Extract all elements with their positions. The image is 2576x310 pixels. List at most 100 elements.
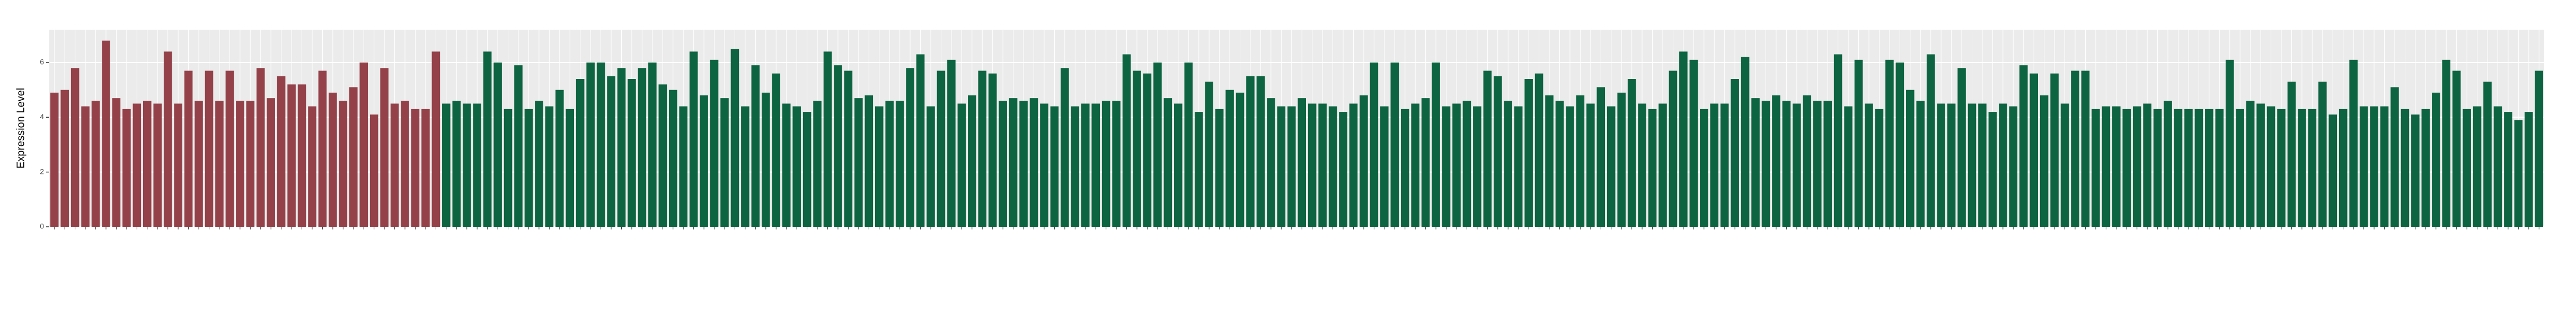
bar [2328, 114, 2337, 227]
bar [1184, 63, 1193, 227]
bar [772, 73, 781, 227]
bar [2277, 109, 2286, 227]
bar [1029, 98, 1038, 227]
bar [638, 68, 647, 227]
bar [205, 70, 214, 227]
bar [2184, 109, 2193, 227]
bar [2153, 109, 2162, 227]
bar [1700, 109, 1708, 227]
bar [1246, 76, 1255, 227]
bar [2452, 70, 2461, 227]
bar [1524, 79, 1533, 227]
bar [2246, 101, 2255, 227]
bar [782, 103, 791, 227]
bar [308, 106, 316, 227]
bar [163, 51, 172, 227]
bar [2030, 73, 2038, 227]
bar [143, 101, 152, 227]
bar [277, 76, 286, 227]
bar [1040, 103, 1048, 227]
bar [1514, 106, 1523, 227]
bar [60, 90, 69, 227]
bar [380, 68, 389, 227]
bar [1328, 106, 1337, 227]
bar [1854, 59, 1863, 227]
bar [2050, 73, 2059, 227]
bar [1833, 54, 1842, 227]
bar [1452, 103, 1461, 227]
bar [91, 101, 100, 227]
bar [586, 63, 595, 227]
bar [823, 51, 832, 227]
bar [999, 101, 1007, 227]
bar [1236, 92, 1245, 227]
y-tick-label: 2 [40, 167, 44, 175]
bar [2359, 106, 2368, 227]
bar [1421, 98, 1430, 227]
bar [524, 109, 533, 227]
bar [2370, 106, 2378, 227]
bar [617, 68, 626, 227]
bar [864, 95, 874, 227]
bar [555, 90, 564, 227]
bar [1101, 101, 1110, 227]
bar [1112, 101, 1121, 227]
bar [1916, 101, 1925, 227]
bar [1153, 63, 1162, 227]
bar [792, 106, 801, 227]
bar [401, 101, 409, 227]
bar [2266, 106, 2275, 227]
bar [1308, 103, 1317, 227]
bar [2256, 103, 2265, 227]
bar [1761, 101, 1770, 227]
bar [658, 84, 667, 227]
bar [596, 63, 605, 227]
bar [1494, 76, 1502, 227]
bar [535, 101, 543, 227]
bar [2287, 82, 2296, 227]
bar [741, 106, 749, 227]
bar [906, 68, 914, 227]
bar [1741, 57, 1750, 227]
y-axis-title: Expression Level [15, 88, 27, 169]
bar [1091, 103, 1100, 227]
bar [1122, 54, 1131, 227]
bar [1617, 92, 1626, 227]
y-tick-label: 0 [40, 222, 44, 231]
bar [369, 114, 378, 227]
bar [2164, 101, 2172, 227]
bar [916, 54, 925, 227]
bar [957, 103, 966, 227]
bar [2194, 109, 2203, 227]
bar [390, 103, 399, 227]
bar [1576, 95, 1585, 227]
bar [1669, 70, 1678, 227]
bar [1926, 54, 1935, 227]
bar [1957, 68, 1966, 227]
bar [1205, 82, 1213, 227]
bar [2040, 95, 2049, 227]
bar [256, 68, 265, 227]
bar [937, 70, 946, 227]
bar [1143, 73, 1152, 227]
bar [1081, 103, 1090, 227]
bar [1019, 101, 1028, 227]
bar [854, 98, 863, 227]
bar [1174, 103, 1183, 227]
bar [1937, 103, 1945, 227]
bar [2349, 59, 2358, 227]
bar [2102, 106, 2111, 227]
bar [2236, 109, 2244, 227]
bar [1803, 95, 1812, 227]
bar [2298, 109, 2306, 227]
bar [2318, 82, 2327, 227]
bar [1545, 95, 1554, 227]
bar [988, 73, 997, 227]
bar [1772, 95, 1780, 227]
bar [720, 98, 729, 227]
bar [236, 101, 244, 227]
bar [1380, 106, 1389, 227]
bar [1473, 106, 1481, 227]
bar [1906, 90, 1915, 227]
